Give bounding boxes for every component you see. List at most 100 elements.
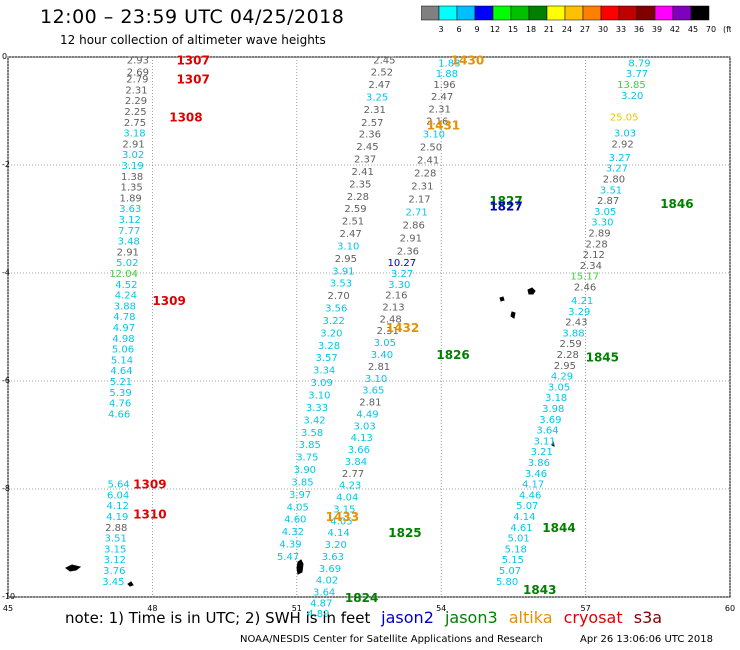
wave-height-value: 25.05	[610, 112, 639, 123]
wave-height-value: 2.31	[411, 182, 433, 193]
wave-height-value: 3.63	[322, 552, 344, 563]
pass-time-label: 1309	[152, 294, 185, 308]
wave-height-value: 3.69	[319, 564, 341, 575]
wave-height-value: 3.97	[289, 490, 311, 501]
wave-height-value: 3.48	[118, 237, 140, 248]
wave-height-value: 3.12	[119, 215, 141, 226]
scale-label: 36	[634, 25, 644, 34]
wave-height-value: 1.83	[438, 58, 460, 69]
wave-height-value: 2.41	[352, 167, 374, 178]
wave-height-value: 1.89	[120, 193, 142, 204]
wave-height-value: 2.80	[603, 175, 625, 186]
wave-height-value: 2.25	[124, 107, 146, 118]
wave-height-value: 5.14	[111, 355, 133, 366]
timestamp-text: Apr 26 13:06:06 UTC 2018	[580, 634, 713, 645]
wave-height-value: 2.93	[127, 56, 149, 67]
wave-height-value: 2.87	[597, 196, 619, 207]
wave-height-value: 2.45	[356, 142, 378, 153]
wave-height-value: 3.18	[123, 129, 145, 140]
wave-height-value: 4.89	[307, 609, 329, 620]
pass-time-label: 1845	[586, 351, 619, 365]
wave-height-value: 3.90	[294, 465, 316, 476]
wave-height-value: 2.16	[385, 291, 407, 302]
wave-height-value: 4.02	[316, 576, 338, 587]
wave-height-value: 3.85	[299, 440, 321, 451]
wave-height-value: 2.57	[361, 118, 383, 129]
wave-height-value: 4.17	[522, 480, 544, 491]
wave-height-value: 2.31	[364, 105, 386, 116]
island-shape	[510, 311, 516, 319]
wave-height-value: 4.52	[115, 280, 137, 291]
pass-time-label: 1826	[436, 348, 469, 362]
wave-height-value: 15.17	[570, 272, 599, 283]
island-shape	[499, 296, 505, 302]
pass-time-label: 1824	[345, 591, 378, 605]
wave-height-value: 2.35	[349, 179, 371, 190]
y-tick-label: 0	[2, 52, 7, 61]
scale-label: (ft)	[723, 25, 731, 34]
scale-label: 45	[688, 25, 698, 34]
wave-height-value: 2.51	[342, 217, 364, 228]
wave-height-value: 4.14	[513, 512, 535, 523]
wave-height-value: 3.40	[371, 350, 393, 361]
x-tick-label: 48	[147, 604, 157, 613]
wave-height-value: 3.11	[533, 436, 555, 447]
wave-height-value: 2.47	[431, 92, 453, 103]
wave-height-value: 2.77	[342, 469, 364, 480]
pass-time-label: 1307	[176, 54, 209, 68]
wave-height-value: 5.01	[507, 534, 529, 545]
wave-height-value: 3.30	[591, 218, 613, 229]
wave-height-value: 2.46	[574, 283, 596, 294]
wave-height-value: 2.91	[400, 233, 422, 244]
wave-height-value: 2.17	[408, 194, 430, 205]
pass-time-label: 1307	[176, 73, 209, 87]
wave-height-value: 2.13	[382, 302, 404, 313]
wave-height-value: 4.05	[287, 502, 309, 513]
wave-height-value: 3.51	[600, 185, 622, 196]
wave-height-value: 4.19	[106, 512, 128, 523]
y-tick-label: -4	[2, 268, 10, 277]
wave-height-value: 3.03	[614, 129, 636, 140]
island-shape	[65, 564, 82, 572]
wave-height-value: 2.69	[127, 68, 149, 79]
footer-legend: note: 1) Time is in UTC; 2) SWH is in fe…	[65, 608, 662, 627]
wave-height-value: 8.79	[628, 58, 650, 69]
scale-label: 30	[598, 25, 608, 34]
scale-label: 18	[526, 25, 536, 34]
x-tick-label: 57	[581, 604, 591, 613]
map-subtitle: 12 hour collection of altimeter wave hei…	[60, 33, 326, 47]
wave-height-value: 3.18	[545, 393, 567, 404]
wave-height-value: 2.31	[125, 85, 147, 96]
wave-height-value: 3.28	[318, 341, 340, 352]
wave-height-value: 3.46	[525, 469, 547, 480]
wave-height-value: 5.39	[109, 388, 131, 399]
wave-height-value: 3.20	[621, 91, 643, 102]
wave-height-value: 2.12	[583, 250, 605, 261]
wave-height-value: 3.98	[542, 404, 564, 415]
wave-height-value: 3.65	[362, 386, 384, 397]
wave-height-value: 4.64	[110, 366, 132, 377]
island-shape	[296, 559, 304, 575]
wave-height-value: 2.89	[588, 229, 610, 240]
island-shape	[527, 287, 536, 295]
wave-height-value: 2.75	[124, 118, 146, 129]
wave-height-value: 5.15	[502, 555, 524, 566]
wave-height-value: 2.91	[122, 139, 144, 150]
scale-label: 70	[706, 25, 716, 34]
wave-height-value: 2.92	[611, 139, 633, 150]
y-tick-label: -8	[2, 484, 10, 493]
x-tick-label: 51	[292, 604, 302, 613]
wave-height-value: 3.22	[323, 316, 345, 327]
wave-height-value: 2.59	[559, 339, 581, 350]
wave-height-value: 4.32	[282, 527, 304, 538]
wave-height-value: 3.27	[391, 269, 413, 280]
wave-height-value: 3.77	[626, 69, 648, 80]
wave-height-value: 3.20	[320, 328, 342, 339]
wave-height-value: 13.85	[617, 80, 646, 91]
wave-height-value: 4.61	[510, 523, 532, 534]
scale-label: 3	[438, 25, 443, 34]
wave-height-value: 2.48	[379, 314, 401, 325]
wave-height-value: 3.34	[313, 366, 335, 377]
wave-height-value: 3.51	[105, 534, 127, 545]
